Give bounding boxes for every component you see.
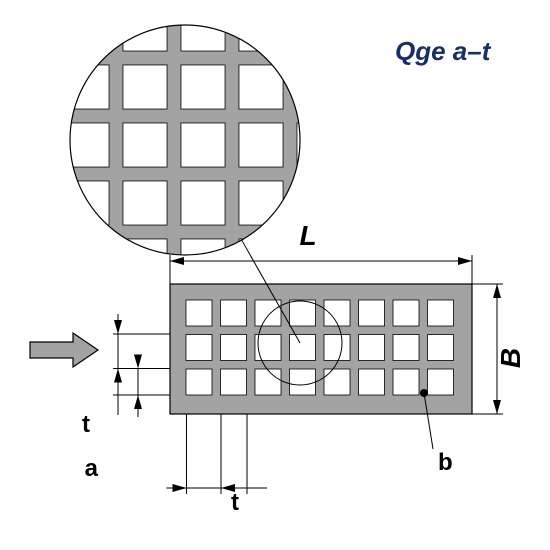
- plate-hole: [221, 300, 247, 326]
- plate-hole: [255, 369, 281, 395]
- plate-hole: [255, 335, 281, 361]
- plate-hole: [359, 300, 385, 326]
- dim-B-label: B: [495, 348, 526, 368]
- plate-hole: [221, 335, 247, 361]
- dim-t-horiz-label: t: [231, 489, 239, 516]
- plate-hole: [290, 300, 316, 326]
- plate-hole: [428, 335, 454, 361]
- plate-hole: [186, 300, 212, 326]
- plate-hole: [428, 369, 454, 395]
- plate-hole: [290, 335, 316, 361]
- title-label: Qge a–t: [395, 36, 492, 66]
- plate-hole: [393, 300, 419, 326]
- plate-hole: [359, 369, 385, 395]
- dim-t-vert-label: t: [82, 411, 90, 438]
- dim-L-label: L: [299, 220, 316, 251]
- plate-hole: [393, 335, 419, 361]
- plate-hole: [393, 369, 419, 395]
- direction-arrow-icon: [30, 333, 98, 367]
- plate-hole: [221, 369, 247, 395]
- dim-b-label: b: [438, 449, 453, 476]
- plate-hole: [290, 369, 316, 395]
- plate-hole: [186, 369, 212, 395]
- dim-a-label: a: [85, 455, 99, 482]
- plate-hole: [186, 335, 212, 361]
- plate-hole: [359, 335, 385, 361]
- plate-hole: [324, 335, 350, 361]
- plate-hole: [255, 300, 281, 326]
- plate-hole: [324, 369, 350, 395]
- plate-hole: [428, 300, 454, 326]
